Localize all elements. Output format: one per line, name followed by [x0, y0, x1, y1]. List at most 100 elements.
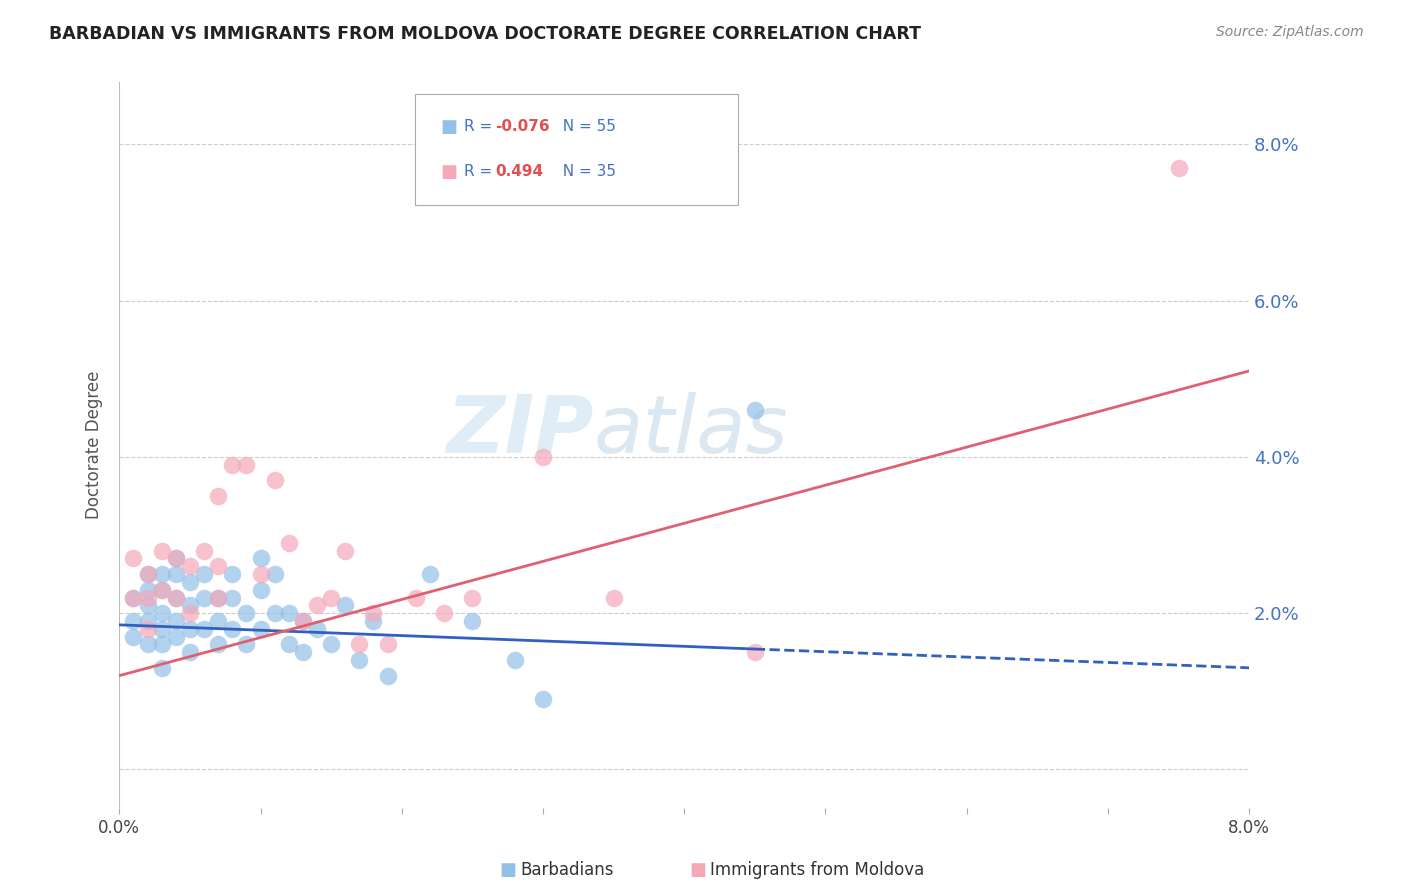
Text: N = 35: N = 35 [553, 164, 616, 179]
Point [503, 653, 526, 667]
Point [1167, 161, 1189, 175]
Point [321, 637, 343, 651]
Point [277, 637, 299, 651]
Point [744, 645, 766, 659]
Point [165, 591, 187, 605]
Point [165, 551, 187, 566]
Point [249, 622, 271, 636]
Text: 0.494: 0.494 [495, 164, 543, 179]
Point [235, 637, 257, 651]
Point [165, 614, 187, 628]
Text: R =: R = [464, 164, 502, 179]
Point [179, 574, 201, 589]
Point [349, 637, 371, 651]
Point [263, 606, 285, 620]
Text: R =: R = [464, 120, 498, 135]
Point [136, 622, 159, 636]
Point [335, 599, 357, 613]
Point [249, 582, 271, 597]
Text: ■: ■ [440, 163, 457, 181]
Point [263, 567, 285, 582]
Point [122, 551, 145, 566]
Point [150, 582, 173, 597]
Point [193, 622, 215, 636]
Point [122, 630, 145, 644]
Point [179, 645, 201, 659]
Point [419, 567, 441, 582]
Text: -0.076: -0.076 [495, 120, 550, 135]
Point [207, 591, 229, 605]
Point [136, 582, 159, 597]
Point [165, 551, 187, 566]
Point [405, 591, 427, 605]
Point [349, 653, 371, 667]
Point [377, 637, 399, 651]
Point [179, 599, 201, 613]
Point [207, 591, 229, 605]
Point [150, 606, 173, 620]
Point [150, 543, 173, 558]
Point [207, 559, 229, 574]
Text: atlas: atlas [593, 392, 789, 470]
Point [136, 591, 159, 605]
Point [291, 614, 314, 628]
Point [277, 536, 299, 550]
Point [263, 473, 285, 487]
Point [602, 591, 624, 605]
Point [193, 591, 215, 605]
Point [235, 458, 257, 472]
Point [122, 614, 145, 628]
Point [221, 458, 243, 472]
Point [207, 637, 229, 651]
Point [136, 567, 159, 582]
Point [136, 599, 159, 613]
Point [291, 645, 314, 659]
Point [150, 582, 173, 597]
Point [335, 543, 357, 558]
Point [165, 567, 187, 582]
Text: ■: ■ [440, 118, 457, 136]
Text: BARBADIAN VS IMMIGRANTS FROM MOLDOVA DOCTORATE DEGREE CORRELATION CHART: BARBADIAN VS IMMIGRANTS FROM MOLDOVA DOC… [49, 25, 921, 43]
Text: Barbadians: Barbadians [520, 861, 614, 879]
Point [179, 606, 201, 620]
Point [193, 543, 215, 558]
Text: ■: ■ [499, 861, 516, 879]
Point [165, 591, 187, 605]
Point [321, 591, 343, 605]
Point [377, 668, 399, 682]
Point [235, 606, 257, 620]
Point [363, 606, 385, 620]
Text: Immigrants from Moldova: Immigrants from Moldova [710, 861, 924, 879]
Point [221, 591, 243, 605]
Point [744, 403, 766, 417]
Point [221, 567, 243, 582]
Point [150, 622, 173, 636]
Point [207, 489, 229, 503]
Point [291, 614, 314, 628]
Point [193, 567, 215, 582]
Point [179, 559, 201, 574]
Point [249, 551, 271, 566]
Text: ZIP: ZIP [447, 392, 593, 470]
Point [531, 692, 554, 706]
Point [433, 606, 456, 620]
Text: N = 55: N = 55 [553, 120, 616, 135]
Point [136, 637, 159, 651]
Point [363, 614, 385, 628]
Point [150, 637, 173, 651]
Y-axis label: Doctorate Degree: Doctorate Degree [86, 371, 103, 519]
Point [150, 661, 173, 675]
Point [277, 606, 299, 620]
Point [461, 614, 484, 628]
Point [179, 622, 201, 636]
Point [305, 622, 328, 636]
Text: ■: ■ [689, 861, 706, 879]
Point [207, 614, 229, 628]
Point [122, 591, 145, 605]
Point [531, 450, 554, 464]
Text: Source: ZipAtlas.com: Source: ZipAtlas.com [1216, 25, 1364, 39]
Point [136, 567, 159, 582]
Point [165, 630, 187, 644]
Point [136, 614, 159, 628]
Point [150, 567, 173, 582]
